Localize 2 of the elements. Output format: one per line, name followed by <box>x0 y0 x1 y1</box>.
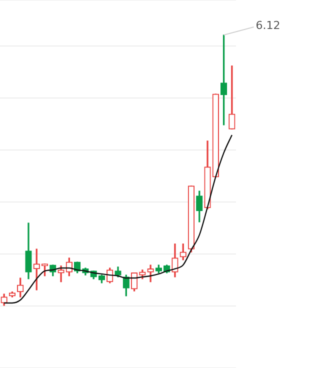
candlestick <box>228 66 236 130</box>
text: 6.12 <box>256 18 280 32</box>
